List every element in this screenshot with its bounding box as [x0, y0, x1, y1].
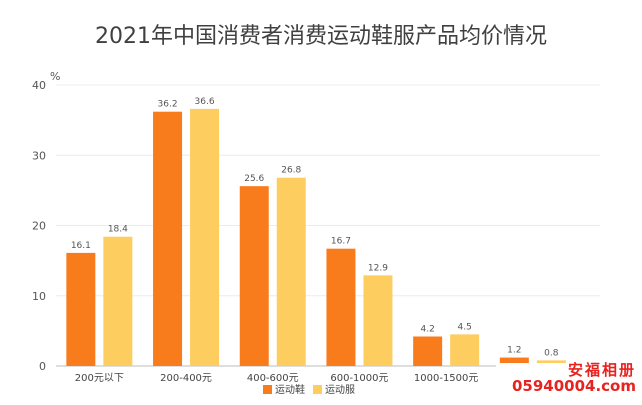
x-tick-label: 200元以下: [75, 373, 124, 384]
data-label: 16.7: [331, 237, 351, 247]
data-label: 0.8: [544, 348, 559, 358]
legend-label: 运动服: [325, 384, 355, 396]
data-label: 4.5: [457, 322, 471, 332]
bar: [153, 111, 183, 366]
bar: [413, 336, 443, 366]
y-tick-label: 10: [32, 290, 46, 303]
bar: [499, 357, 529, 366]
bar: [190, 108, 220, 366]
legend-swatch: [313, 385, 322, 394]
bar: [66, 252, 96, 366]
y-tick-label: 40: [32, 79, 46, 92]
watermark-line1: 安福相册: [567, 361, 636, 379]
data-label: 1.2: [507, 346, 521, 356]
x-tick-label: 200-400元: [160, 373, 212, 384]
data-label: 26.8: [281, 166, 301, 176]
y-tick-label: 30: [32, 149, 46, 162]
bar: [239, 186, 269, 366]
data-label: 36.6: [195, 97, 215, 107]
bar: [276, 177, 306, 366]
bar: [363, 275, 393, 366]
x-tick-label: 1000-1500元: [414, 373, 479, 384]
y-tick-label: 20: [32, 220, 46, 233]
x-tick-label: 400-600元: [247, 373, 299, 384]
legend-label: 运动鞋: [275, 383, 305, 396]
y-axis-unit: %: [50, 70, 60, 83]
data-label: 25.6: [244, 174, 264, 184]
data-label: 4.2: [420, 324, 434, 334]
data-label: 36.2: [158, 100, 178, 110]
data-label: 12.9: [368, 263, 388, 273]
legend-swatch: [263, 385, 272, 394]
data-label: 16.1: [71, 241, 91, 251]
watermark-line2: 05940004.com: [511, 376, 636, 395]
chart-title: 2021年中国消费者消费运动鞋服产品均价情况: [95, 24, 547, 49]
bar: [103, 236, 133, 366]
bar: [450, 334, 480, 366]
bar: [326, 248, 356, 366]
data-label: 18.4: [108, 225, 128, 235]
y-tick-label: 0: [39, 360, 46, 373]
x-tick-label: 600-1000元: [330, 373, 388, 384]
watermark: 安福相册 05940004.com: [496, 361, 636, 399]
